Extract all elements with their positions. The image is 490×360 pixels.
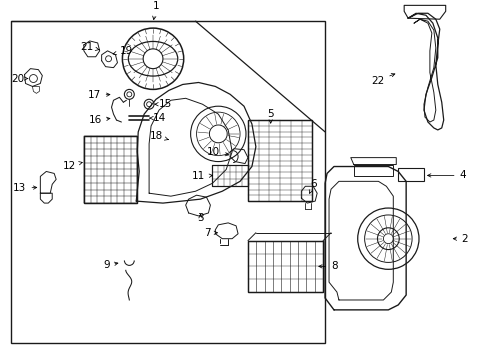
Text: 21: 21 (80, 42, 99, 52)
Text: 2: 2 (453, 234, 468, 244)
Bar (354, 165, 393, 176)
Text: 22: 22 (371, 73, 395, 86)
Bar (248, 120, 312, 201)
Bar (84, 136, 137, 203)
Text: 7: 7 (204, 228, 218, 238)
Bar (398, 167, 424, 181)
Bar (248, 241, 323, 292)
Text: 17: 17 (87, 90, 110, 100)
Bar (248, 120, 312, 201)
Text: 10: 10 (207, 147, 229, 157)
Text: 18: 18 (149, 131, 169, 141)
Text: 5: 5 (268, 109, 274, 123)
Text: 19: 19 (113, 46, 133, 56)
Text: 16: 16 (88, 115, 110, 125)
Text: 13: 13 (13, 183, 37, 193)
Bar (212, 165, 248, 186)
Text: 14: 14 (150, 113, 166, 123)
Text: 3: 3 (197, 213, 204, 223)
Text: 20: 20 (11, 73, 28, 84)
Text: 6: 6 (309, 179, 317, 193)
Text: 1: 1 (152, 1, 159, 19)
Text: 8: 8 (319, 261, 338, 271)
Bar (212, 165, 248, 186)
Text: 11: 11 (192, 171, 213, 181)
Bar (11, 21, 325, 343)
Bar (84, 136, 137, 203)
Text: 9: 9 (103, 260, 118, 270)
Text: 15: 15 (155, 99, 172, 109)
Text: 4: 4 (428, 170, 466, 180)
Text: 12: 12 (63, 161, 82, 171)
Bar (248, 241, 323, 292)
